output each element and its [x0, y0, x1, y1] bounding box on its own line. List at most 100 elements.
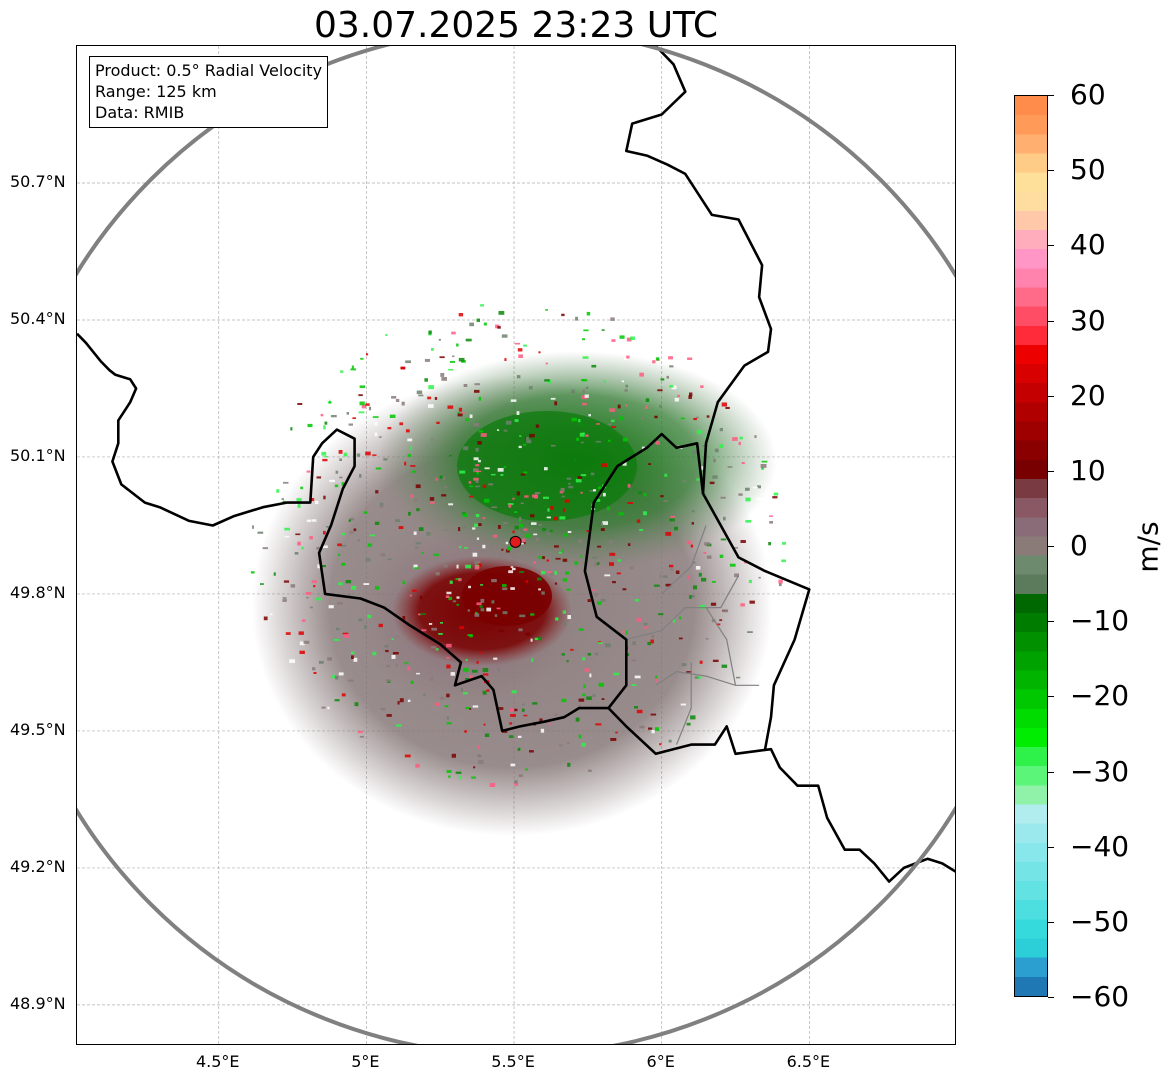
echo-speckle	[439, 475, 443, 479]
echo-speckle	[690, 715, 696, 720]
echo-speckle	[353, 528, 357, 532]
echo-speckle	[578, 734, 582, 739]
echo-speckle	[575, 717, 580, 722]
echo-speckle	[478, 459, 481, 463]
echo-speckle	[358, 618, 363, 622]
echo-speckle	[644, 405, 649, 409]
echo-speckle	[488, 483, 493, 486]
echo-speckle	[480, 304, 484, 307]
echo-red-core	[462, 566, 552, 626]
echo-speckle	[695, 566, 701, 570]
echo-speckle	[665, 531, 672, 536]
echo-speckle	[580, 441, 584, 444]
echo-speckle	[639, 529, 644, 531]
echo-speckle	[306, 596, 309, 599]
echo-speckle	[562, 558, 568, 562]
echo-speckle	[501, 334, 508, 338]
echo-speckle	[294, 552, 299, 555]
echo-speckle	[482, 690, 487, 695]
echo-speckle	[748, 579, 752, 584]
echo-speckle	[598, 486, 603, 490]
echo-speckle	[372, 416, 379, 418]
echo-speckle	[781, 559, 786, 563]
echo-speckle	[689, 392, 693, 397]
echo-speckle	[351, 585, 357, 590]
echo-speckle	[537, 577, 542, 581]
echo-speckle	[550, 397, 556, 400]
echo-speckle	[448, 596, 453, 601]
colorbar-tick-mark	[1048, 771, 1054, 773]
radar-site-marker[interactable]	[509, 535, 522, 548]
echo-speckle	[449, 360, 455, 363]
echo-speckle	[423, 693, 426, 696]
echo-speckle	[347, 679, 354, 682]
echo-speckle	[506, 549, 510, 553]
echo-speckle	[722, 609, 729, 613]
echo-speckle	[465, 678, 471, 681]
echo-speckle	[375, 467, 382, 470]
echo-speckle	[469, 495, 474, 498]
echo-speckle	[515, 356, 519, 359]
echo-speckle	[611, 339, 616, 342]
echo-speckle	[368, 406, 372, 411]
echo-speckle	[503, 429, 508, 432]
echo-speckle	[778, 579, 783, 584]
echo-speckle	[686, 671, 692, 673]
echo-speckle	[559, 490, 564, 494]
echo-speckle	[547, 532, 550, 536]
echo-speckle	[409, 594, 412, 597]
echo-speckle	[538, 524, 542, 526]
echo-speckle	[636, 617, 642, 622]
colorbar-tick-mark	[1048, 245, 1054, 247]
echo-speckle	[539, 718, 543, 722]
echo-speckle	[336, 602, 343, 605]
echo-speckle	[709, 481, 715, 485]
echo-speckle	[623, 437, 628, 442]
echo-speckle	[443, 564, 448, 568]
echo-speckle	[383, 458, 388, 461]
echo-speckle	[476, 537, 480, 540]
echo-speckle	[721, 402, 727, 407]
echo-speckle	[475, 480, 479, 483]
echo-speckle	[690, 544, 694, 548]
echo-speckle	[634, 599, 640, 602]
echo-speckle	[450, 672, 455, 676]
echo-speckle	[747, 631, 753, 633]
echo-speckle	[711, 619, 716, 623]
echo-speckle	[639, 725, 645, 729]
echo-speckle	[524, 495, 529, 498]
echo-speckle	[463, 384, 468, 387]
echo-speckle	[630, 336, 635, 340]
echo-speckle	[587, 653, 592, 656]
echo-speckle	[402, 616, 406, 620]
echo-speckle	[519, 571, 525, 573]
canton-boundary	[705, 607, 737, 686]
echo-speckle	[348, 423, 353, 426]
echo-speckle	[609, 562, 614, 566]
echo-speckle	[514, 780, 518, 784]
echo-speckle	[454, 373, 458, 377]
echo-speckle	[719, 554, 724, 558]
echo-speckle	[440, 622, 443, 624]
echo-speckle	[725, 406, 730, 409]
echo-speckle	[387, 558, 392, 560]
echo-speckle	[311, 498, 315, 502]
radar-map-panel[interactable]	[76, 45, 956, 1045]
echo-speckle	[337, 553, 341, 556]
echo-speckle	[407, 438, 413, 442]
radar-map[interactable]	[77, 46, 956, 1045]
echo-speckle	[475, 470, 482, 473]
echo-speckle	[482, 673, 489, 676]
echo-speckle	[476, 602, 482, 606]
echo-speckle	[760, 464, 767, 468]
echo-speckle	[343, 452, 348, 457]
echo-speckle	[298, 631, 304, 635]
echo-speckle	[561, 549, 564, 553]
echo-speckle	[469, 675, 473, 679]
echo-speckle	[309, 536, 313, 540]
echo-speckle	[438, 633, 443, 635]
echo-speckle	[460, 411, 465, 414]
echo-speckle	[688, 575, 691, 580]
echo-speckle	[458, 357, 465, 362]
echo-speckle	[659, 404, 662, 408]
